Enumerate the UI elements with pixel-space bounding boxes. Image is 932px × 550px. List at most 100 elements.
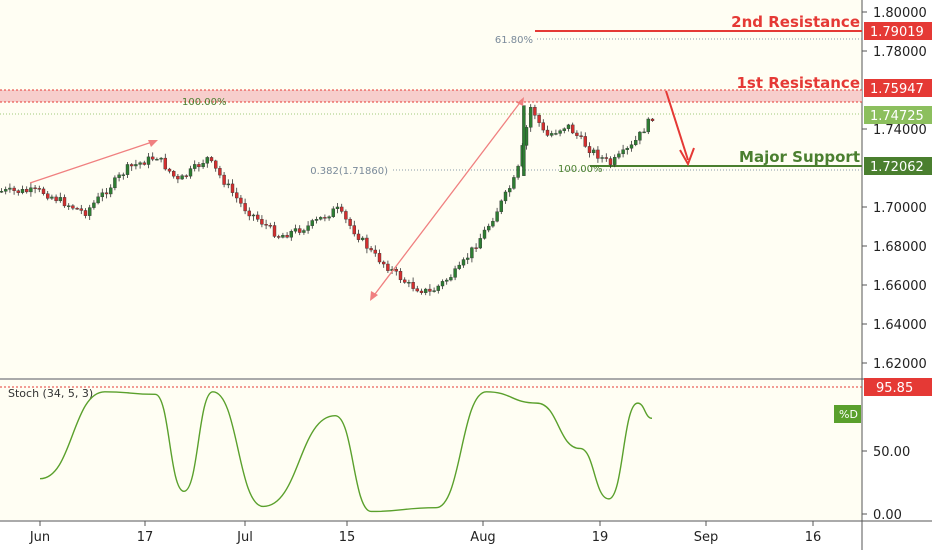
candle-down[interactable] xyxy=(277,236,281,238)
candle-up[interactable] xyxy=(558,130,562,134)
candle-down[interactable] xyxy=(163,157,168,170)
candle-down[interactable] xyxy=(213,160,218,169)
candle-up[interactable] xyxy=(310,220,314,226)
candle-down[interactable] xyxy=(403,279,407,283)
candle-down[interactable] xyxy=(348,218,352,226)
candle-down[interactable] xyxy=(340,206,344,212)
candle-up[interactable] xyxy=(29,187,33,193)
candle-up[interactable] xyxy=(470,247,474,259)
candle-down[interactable] xyxy=(83,210,88,216)
candle-up[interactable] xyxy=(508,188,512,193)
candle-up[interactable] xyxy=(20,189,25,193)
candle-up[interactable] xyxy=(638,131,642,141)
candle-up[interactable] xyxy=(3,189,8,192)
candle-down[interactable] xyxy=(230,183,235,193)
candle-up[interactable] xyxy=(436,285,440,291)
candle-down[interactable] xyxy=(419,290,424,293)
candle-up[interactable] xyxy=(125,164,130,175)
candle-down[interactable] xyxy=(129,164,134,167)
candle-up[interactable] xyxy=(617,153,621,158)
candle-up[interactable] xyxy=(226,183,231,186)
candle-up[interactable] xyxy=(566,124,571,129)
candle-up[interactable] xyxy=(96,196,100,204)
candle-down[interactable] xyxy=(222,174,226,185)
candle-down[interactable] xyxy=(150,156,155,160)
candle-down[interactable] xyxy=(71,205,75,209)
candle-down[interactable] xyxy=(583,136,587,147)
candle-down[interactable] xyxy=(352,225,356,235)
candle-down[interactable] xyxy=(184,175,189,177)
candle-up[interactable] xyxy=(646,118,650,133)
candle-up[interactable] xyxy=(0,191,4,193)
candle-up[interactable] xyxy=(66,205,71,207)
candle-up[interactable] xyxy=(108,187,113,195)
candle-up[interactable] xyxy=(512,177,516,189)
candle-down[interactable] xyxy=(46,193,50,199)
candle-breakout[interactable] xyxy=(522,105,526,176)
candle-up[interactable] xyxy=(331,208,335,217)
candle-up[interactable] xyxy=(440,281,445,287)
candle-up[interactable] xyxy=(8,187,12,190)
candle-up[interactable] xyxy=(50,196,54,199)
candle-down[interactable] xyxy=(104,192,109,195)
candle-down[interactable] xyxy=(415,288,419,292)
candle-up[interactable] xyxy=(503,191,508,202)
candle-up[interactable] xyxy=(461,259,466,266)
candle-up[interactable] xyxy=(482,229,487,239)
candle-down[interactable] xyxy=(344,211,348,220)
candle-up[interactable] xyxy=(314,219,319,221)
candle-down[interactable] xyxy=(587,146,592,154)
candle-down[interactable] xyxy=(268,225,272,227)
candle-up[interactable] xyxy=(281,234,285,238)
candle-up[interactable] xyxy=(138,162,142,165)
candle-down[interactable] xyxy=(218,168,222,176)
candle-up[interactable] xyxy=(554,133,558,135)
candle-up[interactable] xyxy=(121,174,126,176)
candle-up[interactable] xyxy=(319,217,323,220)
candle-down[interactable] xyxy=(541,122,545,131)
candle-up[interactable] xyxy=(306,225,310,231)
price-panel[interactable] xyxy=(0,0,862,378)
candle-up[interactable] xyxy=(516,165,520,178)
candle-up[interactable] xyxy=(424,288,428,293)
candle-up[interactable] xyxy=(335,206,340,210)
candle-down[interactable] xyxy=(62,197,67,207)
candle-up[interactable] xyxy=(117,174,121,178)
candle-down[interactable] xyxy=(386,263,390,271)
candle-up[interactable] xyxy=(100,192,105,198)
candle-up[interactable] xyxy=(529,107,533,128)
candle-up[interactable] xyxy=(407,282,411,284)
candle-down[interactable] xyxy=(382,261,386,265)
candle-down[interactable] xyxy=(571,124,575,134)
candle-down[interactable] xyxy=(537,115,541,123)
candle-down[interactable] xyxy=(356,233,361,240)
candle-down[interactable] xyxy=(608,158,613,165)
candle-up[interactable] xyxy=(634,140,638,145)
candle-down[interactable] xyxy=(25,189,29,193)
stoch-panel[interactable] xyxy=(0,380,862,520)
candle-up[interactable] xyxy=(146,156,151,165)
candle-down[interactable] xyxy=(79,208,84,211)
candle-up[interactable] xyxy=(478,238,482,249)
candle-down[interactable] xyxy=(394,269,398,272)
candle-down[interactable] xyxy=(37,188,41,190)
candle-up[interactable] xyxy=(445,279,449,282)
candle-up[interactable] xyxy=(625,148,629,150)
candle-up[interactable] xyxy=(92,202,96,208)
candle-down[interactable] xyxy=(264,224,268,226)
candle-up[interactable] xyxy=(205,157,210,164)
candle-up[interactable] xyxy=(58,197,62,202)
candle-down[interactable] xyxy=(33,187,37,190)
candle-up[interactable] xyxy=(457,264,461,269)
candle-down[interactable] xyxy=(142,162,147,165)
candle-up[interactable] xyxy=(293,228,298,232)
candle-up[interactable] xyxy=(642,131,646,134)
candle-down[interactable] xyxy=(243,203,247,212)
candle-down[interactable] xyxy=(41,188,46,194)
candle-down[interactable] xyxy=(377,253,382,263)
candle-down[interactable] xyxy=(323,217,327,219)
candle-down[interactable] xyxy=(369,248,373,251)
candle-up[interactable] xyxy=(499,200,503,212)
candle-down[interactable] xyxy=(398,271,403,281)
candle-down[interactable] xyxy=(604,157,608,159)
